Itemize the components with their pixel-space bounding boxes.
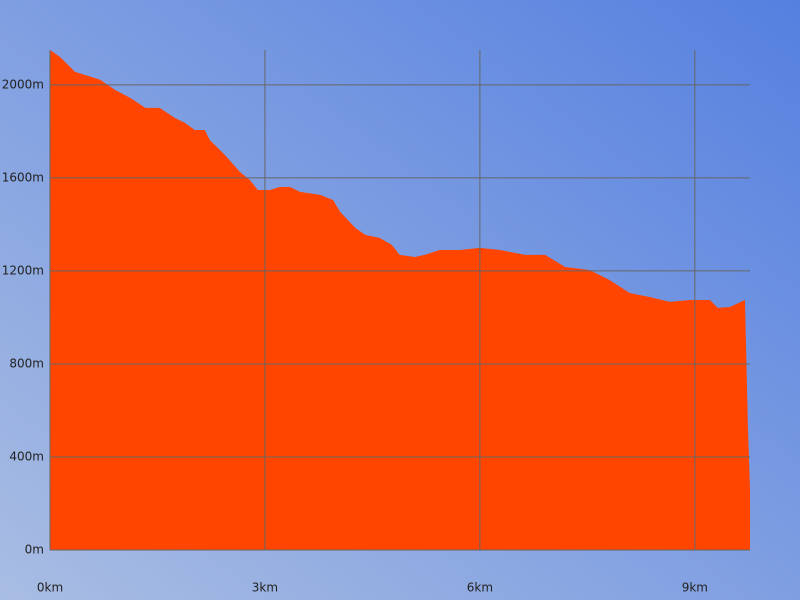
y-tick-label: 0m [25, 543, 44, 557]
x-tick-label: 9km [682, 581, 708, 595]
y-tick-label: 400m [9, 449, 44, 463]
y-tick-label: 1600m [2, 170, 44, 184]
x-tick-label: 6km [467, 581, 493, 595]
y-tick-label: 1200m [2, 263, 44, 277]
y-tick-label: 2000m [2, 77, 44, 91]
elevation-area [50, 50, 750, 550]
x-tick-label: 0km [37, 581, 63, 595]
y-tick-label: 800m [9, 356, 44, 370]
x-tick-label: 3km [252, 581, 278, 595]
